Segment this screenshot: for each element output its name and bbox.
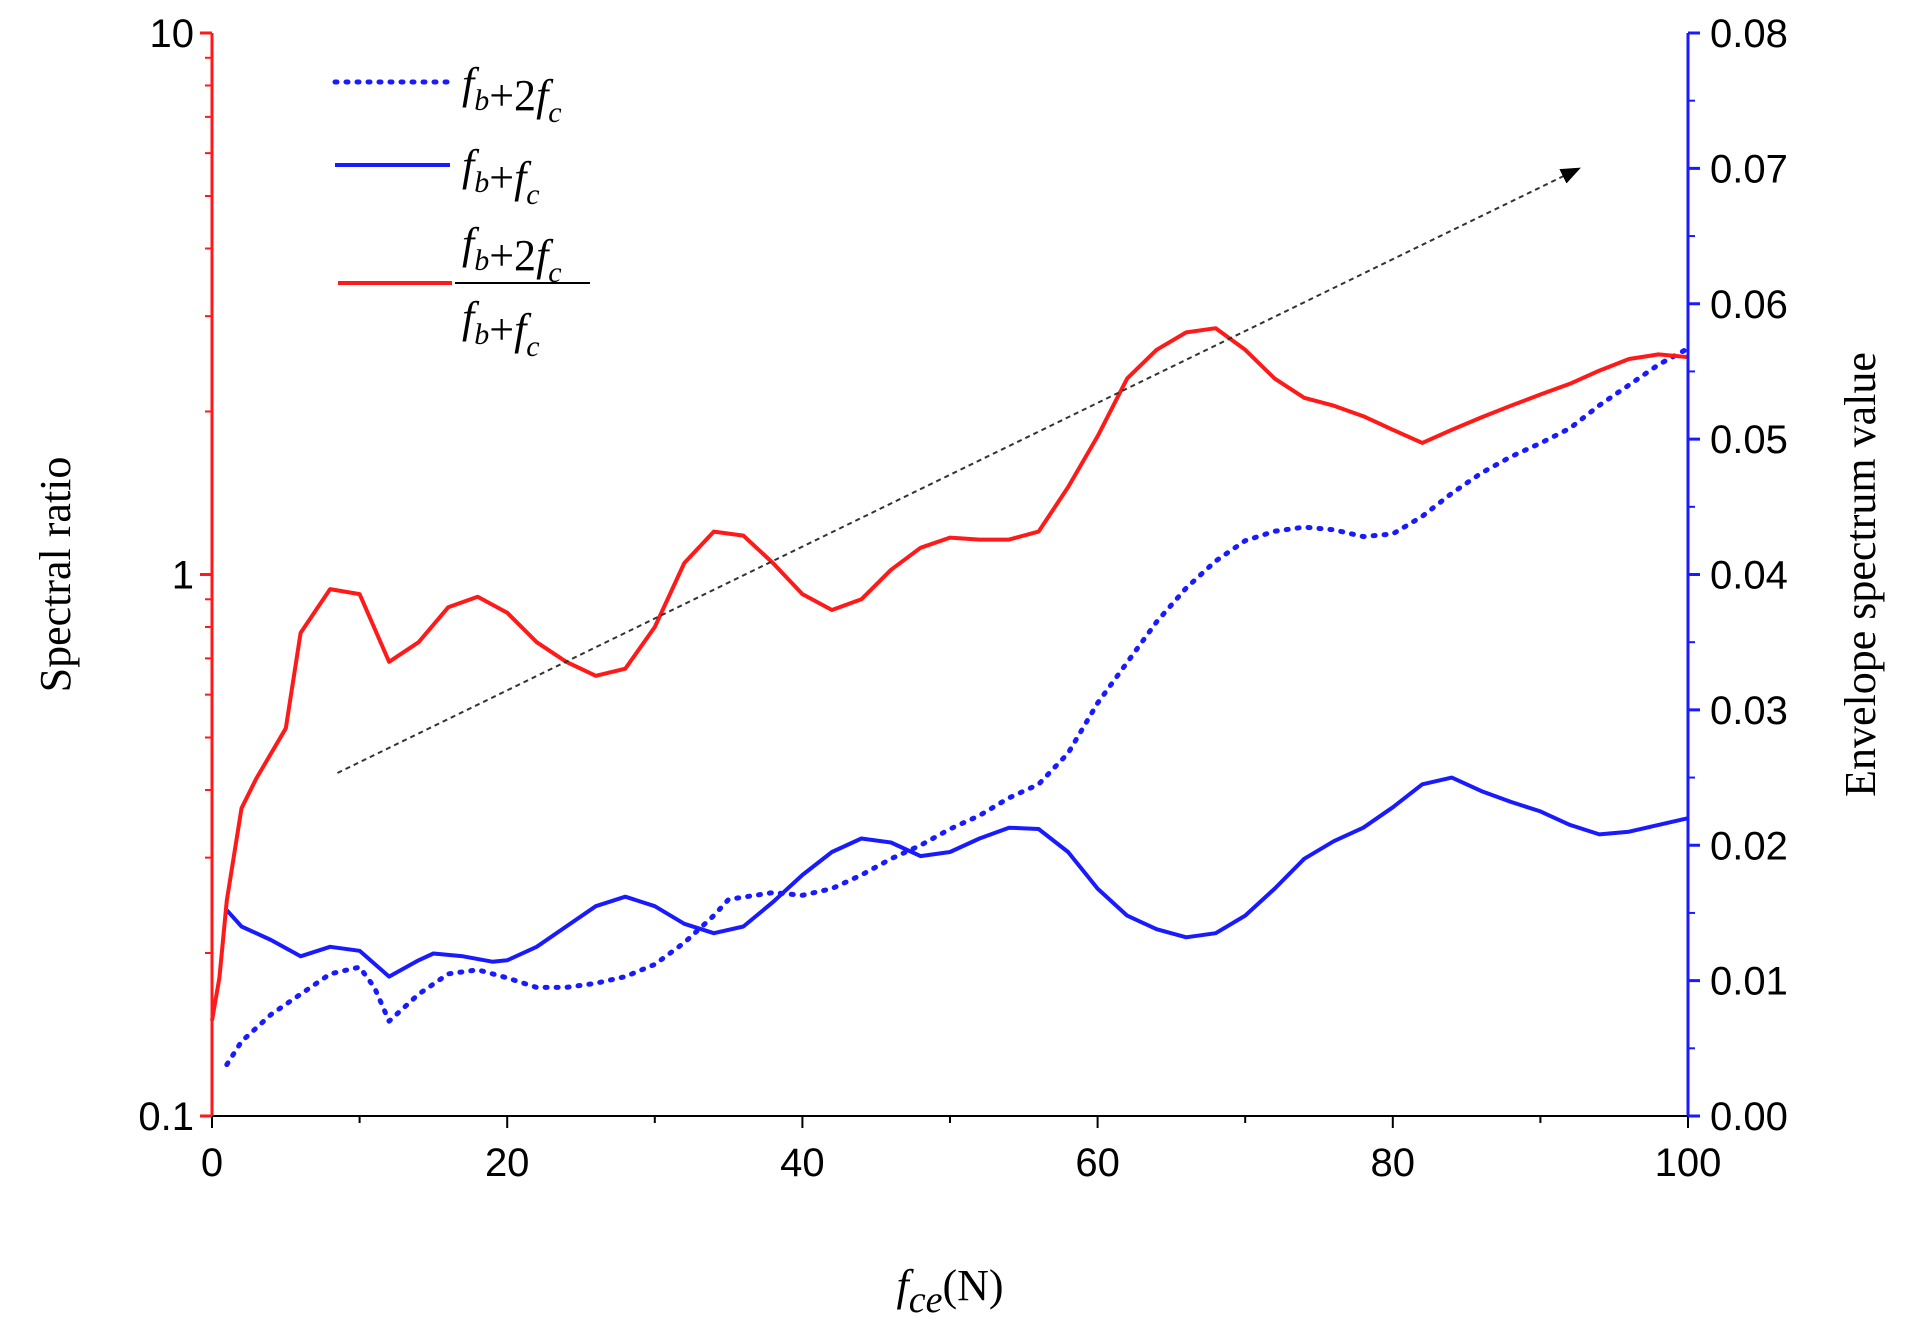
right-y-tick-label: 0.02 [1710, 824, 1788, 868]
left-y-tick-label: 10 [150, 12, 195, 56]
legend-label-2-numerator-part: +2 [489, 231, 536, 280]
right-y-tick-label: 0.08 [1710, 12, 1788, 56]
legend-label-2-denominator-subscript: b [474, 318, 489, 351]
series-line-1 [225, 775, 1689, 979]
right-y-tick-label: 0.05 [1710, 418, 1788, 462]
x-axis-title-subscript: ce [909, 1279, 943, 1321]
left-y-tick-label: 0.1 [138, 1095, 194, 1139]
right-y-tick-label: 0.01 [1710, 960, 1788, 1004]
legend-label-2-denominator-part: + [489, 305, 514, 354]
x-tick-label: 80 [1371, 1141, 1416, 1185]
x-axis-title: fce(N) [896, 1261, 1003, 1321]
x-tick-label: 0 [201, 1141, 223, 1185]
legend-label-2-numerator-subscript: c [548, 256, 561, 289]
legend-label-1-part: + [489, 153, 514, 202]
right-y-tick-label: 0.07 [1710, 147, 1788, 191]
legend-label-1-subscript: b [474, 166, 489, 199]
x-tick-label: 20 [485, 1141, 530, 1185]
legend-label-0-part: +2 [489, 71, 536, 120]
right-y-tick-label: 0.06 [1710, 283, 1788, 327]
x-tick-label: 60 [1075, 1141, 1120, 1185]
legend-label-2-denominator-subscript: c [526, 330, 539, 363]
x-axis-title-unit: (N) [942, 1261, 1003, 1310]
plot-area [210, 167, 1691, 1068]
series-line-0 [224, 345, 1691, 1068]
left-y-axis-title: Spectral ratio [31, 457, 80, 693]
legend-label-1: fb+fc [462, 141, 540, 211]
trend-arrow [337, 167, 1581, 774]
right-y-tick-label: 0.00 [1710, 1095, 1788, 1139]
axes: 0 20 40 60 80 100 0.1 1 10 0.00 0.01 0.02 0.03 0.04 0.… [31, 12, 1885, 1321]
right-y-axis-title: Envelope spectrum value [1836, 352, 1885, 797]
right-y-tick-label: 0.04 [1710, 554, 1788, 598]
left-y-tick-label: 1 [172, 554, 194, 598]
legend-label-2-numerator-subscript: b [474, 244, 489, 277]
legend-label-0-subscript: b [474, 84, 489, 117]
x-tick-label: 100 [1655, 1141, 1722, 1185]
legend-label-0-subscript: c [548, 96, 561, 129]
right-y-tick-label: 0.03 [1710, 689, 1788, 733]
x-tick-label: 40 [780, 1141, 825, 1185]
legend-label-1-subscript: c [526, 178, 539, 211]
series-line-2 [210, 326, 1689, 1021]
